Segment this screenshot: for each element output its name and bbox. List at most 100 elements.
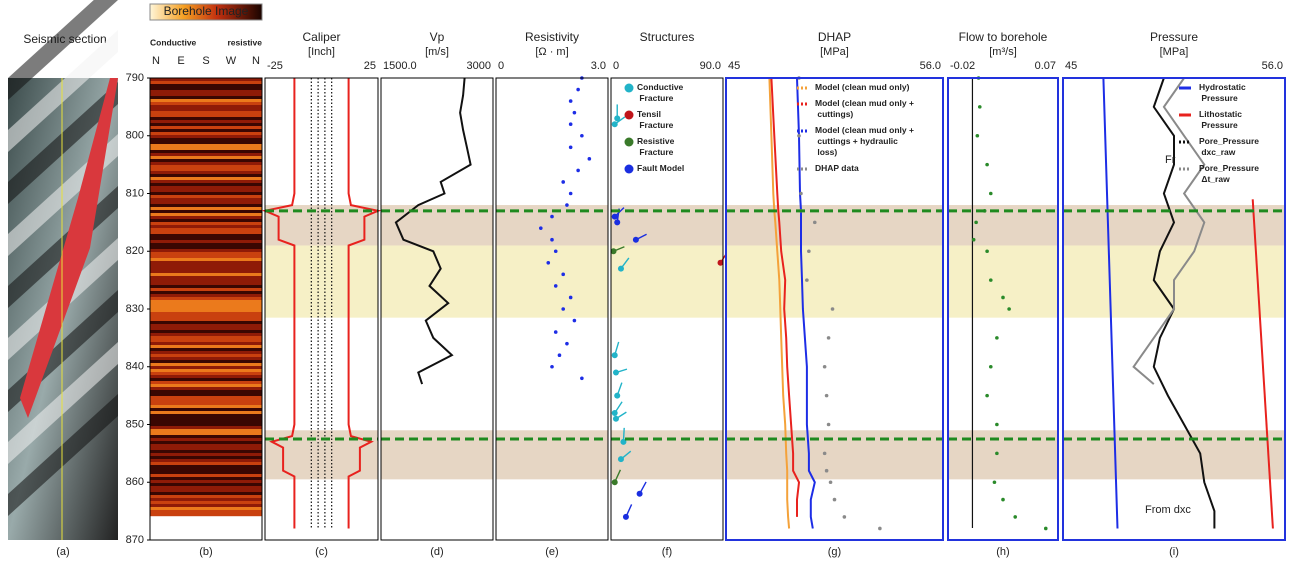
y-tick-label: 840 bbox=[126, 361, 144, 373]
image-stripe bbox=[150, 441, 262, 444]
panel-unit: [Ω · m] bbox=[535, 46, 568, 58]
image-stripe bbox=[150, 303, 262, 306]
log-point bbox=[989, 278, 993, 282]
image-stripe bbox=[150, 309, 262, 312]
legend-label: Model (clean mud only + cuttings + hydra… bbox=[815, 125, 914, 157]
structure-point bbox=[633, 237, 639, 243]
image-stripe bbox=[150, 435, 262, 438]
scale-label: Conductive bbox=[150, 37, 197, 47]
log-point bbox=[995, 423, 999, 427]
panel-title: Resistivity bbox=[525, 30, 579, 44]
image-stripe bbox=[150, 276, 262, 279]
image-stripe bbox=[150, 108, 262, 111]
image-stripe bbox=[150, 504, 262, 507]
azimuth-label: N bbox=[152, 55, 160, 67]
log-point bbox=[561, 307, 565, 311]
panel-label: (d) bbox=[430, 546, 443, 558]
y-tick-label: 790 bbox=[126, 72, 144, 84]
log-point bbox=[569, 296, 573, 300]
depth-zone bbox=[726, 245, 943, 317]
panel-label: (g) bbox=[828, 546, 841, 558]
image-stripe bbox=[150, 222, 262, 225]
image-stripe bbox=[150, 405, 262, 408]
x-tick-label: 45 bbox=[728, 60, 740, 72]
image-stripe bbox=[150, 87, 262, 90]
image-stripe bbox=[150, 180, 262, 183]
image-stripe bbox=[150, 321, 262, 324]
x-tick-label: 90.0 bbox=[700, 60, 721, 72]
structure-point bbox=[637, 491, 643, 497]
image-stripe bbox=[150, 363, 262, 366]
panel-label: (e) bbox=[545, 546, 558, 558]
image-stripe bbox=[150, 324, 262, 327]
log-point bbox=[573, 111, 577, 115]
legend-marker bbox=[625, 138, 634, 147]
image-stripe bbox=[150, 177, 262, 180]
log-point bbox=[985, 249, 989, 253]
image-stripe bbox=[150, 495, 262, 498]
image-stripe bbox=[150, 288, 262, 291]
image-stripe bbox=[150, 294, 262, 297]
log-point bbox=[561, 273, 565, 277]
log-point bbox=[823, 365, 827, 369]
log-point bbox=[539, 226, 543, 230]
image-stripe bbox=[150, 192, 262, 195]
log-point bbox=[825, 394, 829, 398]
image-stripe bbox=[150, 96, 262, 99]
x-tick-label: 1500.0 bbox=[383, 60, 417, 72]
image-stripe bbox=[150, 270, 262, 273]
image-stripe bbox=[150, 477, 262, 480]
structure-point bbox=[614, 393, 620, 399]
log-point bbox=[569, 192, 573, 196]
log-point bbox=[823, 452, 827, 456]
image-stripe bbox=[150, 360, 262, 363]
image-stripe bbox=[150, 99, 262, 102]
image-stripe bbox=[150, 291, 262, 294]
image-stripe bbox=[150, 330, 262, 333]
image-stripe bbox=[150, 132, 262, 135]
image-stripe bbox=[150, 267, 262, 270]
log-point bbox=[550, 365, 554, 369]
image-stripe bbox=[150, 102, 262, 105]
image-stripe bbox=[150, 123, 262, 126]
image-stripe bbox=[150, 429, 262, 432]
log-point bbox=[576, 169, 580, 173]
image-stripe bbox=[150, 195, 262, 198]
log-point bbox=[805, 278, 809, 282]
image-stripe bbox=[150, 297, 262, 300]
structure-point bbox=[613, 416, 619, 422]
image-stripe bbox=[150, 423, 262, 426]
log-point bbox=[554, 249, 558, 253]
image-stripe bbox=[150, 264, 262, 267]
depth-zone bbox=[381, 245, 493, 317]
image-stripe bbox=[150, 240, 262, 243]
panel-unit: [Inch] bbox=[308, 46, 335, 58]
panel-title: Pressure bbox=[1150, 30, 1198, 44]
azimuth-label: N bbox=[252, 55, 260, 67]
structure-point bbox=[612, 352, 618, 358]
image-stripe bbox=[150, 156, 262, 159]
image-stripe bbox=[150, 189, 262, 192]
structure-point bbox=[612, 479, 618, 485]
image-stripe bbox=[150, 471, 262, 474]
image-stripe bbox=[150, 231, 262, 234]
image-stripe bbox=[150, 201, 262, 204]
log-point bbox=[550, 238, 554, 242]
image-stripe bbox=[150, 81, 262, 84]
image-stripe bbox=[150, 420, 262, 423]
log-point bbox=[827, 336, 831, 340]
log-point bbox=[985, 394, 989, 398]
log-point bbox=[580, 377, 584, 381]
image-stripe bbox=[150, 387, 262, 390]
panel-unit: [m/s] bbox=[425, 46, 449, 58]
image-stripe bbox=[150, 378, 262, 381]
log-point bbox=[1044, 527, 1048, 531]
y-tick-label: 810 bbox=[126, 187, 144, 199]
structure-point bbox=[614, 219, 620, 225]
structure-point bbox=[623, 514, 629, 520]
legend-label: Pore_Pressure Δt_raw bbox=[1199, 163, 1259, 184]
image-stripe bbox=[150, 480, 262, 483]
log-point bbox=[1001, 498, 1005, 502]
image-stripe bbox=[150, 114, 262, 117]
legend-marker bbox=[625, 84, 634, 93]
